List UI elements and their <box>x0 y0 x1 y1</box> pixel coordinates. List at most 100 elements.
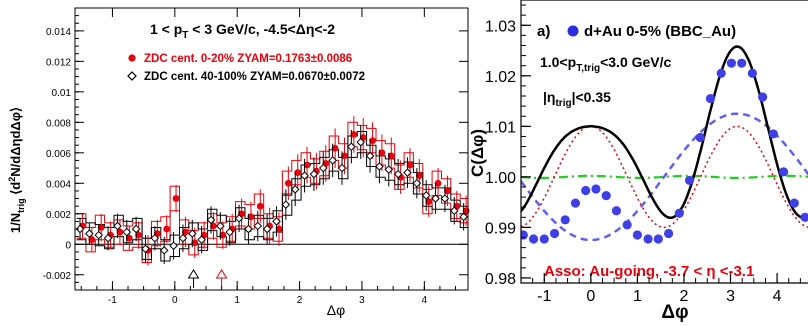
data-point-peripheral <box>384 165 394 174</box>
data-point-peripheral <box>94 230 104 240</box>
x-tick-label: 3 <box>359 295 365 306</box>
y-tick-label: 0.014 <box>46 27 71 38</box>
right-y-axis-label: C(Δφ) <box>468 129 487 177</box>
data-point-dau <box>632 230 643 240</box>
ptrig-annotation: 1.0<pT,trig<3.0 GeV/c <box>540 54 672 74</box>
data-point-peripheral <box>131 224 141 234</box>
data-point-central <box>219 231 227 239</box>
data-point-peripheral <box>225 227 235 237</box>
legend-marker-central <box>128 54 136 62</box>
data-point-central <box>425 198 433 205</box>
data-point-central <box>434 179 442 187</box>
data-point-peripheral <box>337 163 347 173</box>
data-point-central <box>284 179 292 187</box>
data-point-central <box>378 149 386 157</box>
data-point-dau <box>528 234 539 244</box>
y-tick-label: 0.004 <box>46 179 71 190</box>
right-plot-area: 0.98 0.99 1.00 1.01 1.02 1.03 -1 0 1 2 3 4 <box>485 0 808 305</box>
data-point-peripheral <box>421 191 431 200</box>
data-point-dau <box>611 206 622 216</box>
data-point-dau <box>581 185 591 196</box>
data-point-central <box>172 195 180 202</box>
data-point-central <box>135 231 143 239</box>
data-point-peripheral <box>365 151 375 161</box>
systematic-band-upper-peripheral <box>76 131 468 241</box>
data-point-central <box>303 161 311 169</box>
data-point-peripheral <box>262 224 272 234</box>
x-tick-label: 2 <box>680 288 689 305</box>
y-tick-label: 0 <box>65 240 71 251</box>
data-point-peripheral <box>393 169 403 179</box>
data-point-dau <box>747 68 758 78</box>
data-point-dau <box>601 190 611 201</box>
data-point-peripheral <box>375 162 384 171</box>
data-point-peripheral <box>347 142 356 152</box>
data-point-dau <box>695 132 705 143</box>
data-point-dau <box>768 129 778 139</box>
legend-label-peripheral: ZDC cent. 40-100% ZYAM=0.0670±0.0072 <box>144 71 365 83</box>
data-point-dau <box>716 68 726 78</box>
y-tick-label: 0.98 <box>485 271 516 288</box>
data-point-dau <box>653 234 663 244</box>
x-tick-label: 2 <box>297 295 303 306</box>
data-point-peripheral <box>244 224 253 234</box>
x-tick-label: 0 <box>586 288 595 305</box>
left-legend: ZDC cent. 0-20% ZYAM=0.1763±0.0086 ZDC c… <box>127 53 365 83</box>
data-point-dau <box>737 58 747 68</box>
data-point-peripheral <box>431 194 440 203</box>
x-tick-label: 1 <box>633 288 642 305</box>
data-point-peripheral <box>356 137 366 147</box>
data-point-dau <box>726 58 737 68</box>
y-tick-label: 0.006 <box>46 149 71 160</box>
y-tick-label: 0.99 <box>485 220 516 237</box>
data-point-central <box>247 213 255 221</box>
right-legend-marker <box>567 25 579 37</box>
data-point-central <box>210 222 217 230</box>
data-point-peripheral <box>328 156 337 165</box>
data-point-peripheral <box>103 233 113 243</box>
data-point-dau <box>539 234 549 244</box>
arrow-head <box>187 269 200 279</box>
data-point-central <box>116 228 124 236</box>
right-x-axis-label: Δφ <box>661 302 688 323</box>
data-point-peripheral <box>150 233 160 243</box>
data-point-central <box>415 172 423 180</box>
data-point-peripheral <box>281 200 291 209</box>
x-tick-label: -1 <box>108 295 117 306</box>
data-point-peripheral <box>300 171 309 180</box>
data-point-central <box>294 169 302 177</box>
data-point-dau <box>705 93 716 104</box>
data-point-dau <box>789 198 799 208</box>
legend-label-central: ZDC cent. 0-20% ZYAM=0.1763±0.0086 <box>144 53 352 65</box>
data-point-peripheral <box>216 221 225 231</box>
data-point-peripheral <box>187 229 197 238</box>
data-point-central <box>341 152 348 160</box>
data-point-central <box>331 144 339 152</box>
data-point-dau <box>549 228 560 239</box>
data-point-central <box>88 236 96 244</box>
data-point-central <box>125 234 133 242</box>
data-point-peripheral <box>318 163 328 173</box>
y-tick-label: 0.01 <box>52 88 72 99</box>
data-point-peripheral <box>122 227 132 237</box>
data-point-peripheral <box>85 229 94 238</box>
data-point-dau <box>800 212 808 222</box>
x-tick-label: 4 <box>773 288 782 305</box>
data-point-central <box>369 137 376 145</box>
left-plot-area: -0.002 0 0.002 0.004 0.006 0.008 0.01 0.012 0.01… <box>43 7 470 306</box>
y-tick-label: 0.012 <box>46 57 71 68</box>
data-point-dau <box>521 230 528 240</box>
right-legend-label: d+Au 0-5% (BBC_Au) <box>584 23 736 40</box>
asso-annotation: Asso: Au-going, -3.7 < η <-3.1 <box>544 263 754 280</box>
y-tick-label: 0.008 <box>46 118 71 129</box>
right-curves <box>521 45 808 244</box>
left-title: 1 < pT < 3 GeV/c, -4.5<Δη<-2 <box>150 21 335 41</box>
data-point-peripheral <box>459 212 468 222</box>
x-tick-label: -1 <box>537 288 551 305</box>
curve-v1 <box>521 112 808 242</box>
curve-v3 <box>521 174 808 179</box>
data-point-peripheral <box>141 244 150 254</box>
data-point-dau <box>663 228 674 239</box>
data-point-peripheral <box>169 241 178 251</box>
arrow-head <box>215 269 228 279</box>
